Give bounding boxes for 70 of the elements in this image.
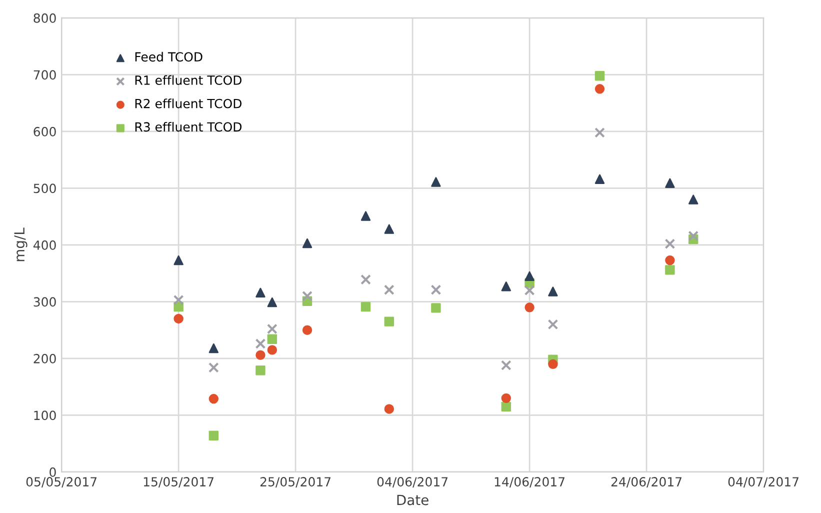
point [256, 350, 266, 360]
point [431, 303, 441, 313]
point [208, 394, 219, 404]
point [174, 314, 184, 324]
x-tick-label: 24/06/2017 [611, 477, 682, 488]
y-tick-label: 500 [34, 184, 56, 194]
point [665, 178, 675, 188]
y-tick-label: 200 [34, 354, 56, 364]
point [302, 325, 312, 335]
point [594, 70, 605, 81]
x-tick-label: 14/06/2017 [494, 477, 564, 488]
x-axis-title: Date [397, 494, 428, 506]
x-tick-label: 04/06/2017 [377, 477, 448, 488]
point [664, 238, 676, 250]
point [665, 255, 675, 266]
point [594, 174, 605, 184]
point [594, 84, 605, 94]
point [548, 319, 558, 330]
point [524, 302, 534, 312]
point [501, 393, 512, 404]
point [267, 297, 278, 308]
y-tick-label: 800 [34, 13, 56, 23]
y-tick-label: 100 [34, 410, 56, 420]
point [360, 274, 371, 285]
point [173, 294, 184, 306]
legend-label: R2 effluent TCOD [135, 98, 242, 108]
point [208, 343, 219, 354]
y-tick-label: 400 [33, 240, 56, 250]
x-tick-label: 04/07/2017 [728, 477, 798, 488]
point [384, 404, 394, 414]
point [256, 366, 266, 376]
point [266, 324, 278, 334]
legend-label: Feed TCOD [135, 52, 202, 62]
point [360, 302, 371, 312]
y-tick-label: 600 [34, 126, 56, 136]
point [174, 255, 184, 266]
point [302, 238, 312, 248]
point [501, 282, 512, 292]
point [267, 334, 278, 344]
point [431, 177, 441, 187]
y-tick-label: 300 [34, 297, 56, 307]
y-axis-title: mg/L [14, 228, 28, 262]
point [208, 430, 219, 440]
x-tick-label: 05/05/2017 [26, 477, 97, 488]
point [267, 345, 278, 355]
point [548, 286, 558, 296]
point [688, 194, 698, 204]
legend-label: R3 effluent TCOD [135, 122, 242, 132]
point [501, 402, 512, 412]
point [384, 284, 394, 295]
y-tick-label: 0 [50, 467, 56, 477]
point [430, 284, 442, 295]
point [384, 224, 394, 234]
point [594, 127, 605, 138]
x-tick-label: 25/05/2017 [260, 477, 331, 488]
point [500, 360, 512, 370]
point [548, 359, 558, 369]
point [256, 288, 266, 298]
y-tick-label: 700 [34, 70, 56, 80]
point [255, 338, 266, 349]
legend-label: R1 effluent TCOD [135, 75, 242, 85]
point [384, 316, 394, 326]
point [208, 362, 219, 373]
point [688, 230, 699, 242]
x-tick-label: 15/05/2017 [144, 477, 214, 488]
point [360, 211, 371, 221]
point [524, 285, 535, 296]
point [665, 265, 675, 275]
point [524, 271, 534, 282]
point [302, 290, 312, 302]
